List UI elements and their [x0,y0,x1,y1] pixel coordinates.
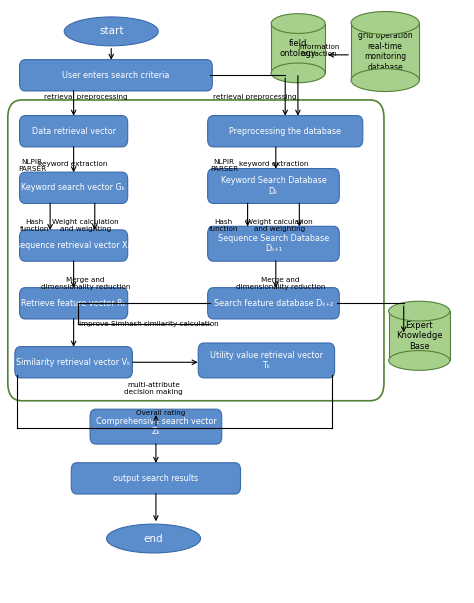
Text: output search results: output search results [113,474,199,483]
Ellipse shape [389,302,450,321]
Text: Hash
function: Hash function [209,219,238,232]
FancyBboxPatch shape [208,288,339,319]
FancyBboxPatch shape [208,116,363,147]
FancyBboxPatch shape [19,116,128,147]
FancyBboxPatch shape [198,343,335,378]
Text: Overall rating: Overall rating [136,410,185,416]
FancyBboxPatch shape [19,288,128,319]
Text: grid operation
real-time
monitoring
database: grid operation real-time monitoring data… [358,31,412,72]
Text: NLPIR
PARSER: NLPIR PARSER [18,159,46,172]
Text: Search feature database Dₖ₊₂: Search feature database Dₖ₊₂ [214,299,333,308]
FancyBboxPatch shape [90,409,222,444]
Text: field
ontology: field ontology [280,39,317,58]
Text: Weight calculation
and weighting: Weight calculation and weighting [246,219,313,232]
Text: Comprehensive search vector
Zₖ: Comprehensive search vector Zₖ [96,417,216,437]
FancyBboxPatch shape [271,24,325,73]
Text: multi-attribute
decision making: multi-attribute decision making [124,382,183,394]
Ellipse shape [351,11,419,34]
Text: Merge and
dimensionality reduction: Merge and dimensionality reduction [41,277,130,290]
Text: Weight calculation
and weighting: Weight calculation and weighting [52,219,118,232]
Text: User enters search criteria: User enters search criteria [62,71,170,80]
Text: start: start [99,27,124,36]
Text: Hash
function: Hash function [19,219,49,232]
Text: Preprocessing the database: Preprocessing the database [229,127,341,136]
Text: retrieval preprocessing: retrieval preprocessing [213,94,296,100]
Text: keyword extraction: keyword extraction [38,162,108,168]
FancyBboxPatch shape [19,230,128,261]
Text: Keyword search vector Gₖ: Keyword search vector Gₖ [21,183,126,192]
Text: Retrieve feature vector Rₖ: Retrieve feature vector Rₖ [21,299,126,308]
Text: keyword extraction: keyword extraction [239,162,308,168]
FancyBboxPatch shape [208,169,339,203]
FancyBboxPatch shape [19,172,128,203]
Text: sequence retrieval vector Xₖ: sequence retrieval vector Xₖ [16,241,131,250]
FancyBboxPatch shape [71,463,240,494]
Text: information
extraction: information extraction [299,43,340,57]
FancyBboxPatch shape [351,23,419,80]
Text: Improve Simhash similarity calculation: Improve Simhash similarity calculation [79,321,219,327]
Text: Sequence Search Database
Dₖ₊₁: Sequence Search Database Dₖ₊₁ [218,234,329,253]
Text: Expert
Knowledge
Base: Expert Knowledge Base [396,321,443,351]
Text: Similarity retrieval vector Vₖ: Similarity retrieval vector Vₖ [16,358,131,367]
FancyBboxPatch shape [15,347,132,378]
Text: Utility value retrieval vector
Tₖ: Utility value retrieval vector Tₖ [210,351,323,370]
Text: retrieval preprocessing: retrieval preprocessing [44,94,127,100]
Ellipse shape [271,63,325,83]
Ellipse shape [64,17,158,46]
Ellipse shape [271,14,325,33]
Ellipse shape [351,69,419,92]
Text: Merge and
dimensionality reduction: Merge and dimensionality reduction [236,277,325,290]
Text: Data retrieval vector: Data retrieval vector [32,127,116,136]
FancyBboxPatch shape [389,311,450,361]
Text: end: end [144,534,164,543]
Text: Keyword Search Database
Dₖ: Keyword Search Database Dₖ [220,176,326,196]
Ellipse shape [389,350,450,370]
FancyBboxPatch shape [19,60,212,91]
FancyBboxPatch shape [208,226,339,261]
Text: NLPIR
PARSER: NLPIR PARSER [210,159,238,172]
Ellipse shape [107,524,201,553]
